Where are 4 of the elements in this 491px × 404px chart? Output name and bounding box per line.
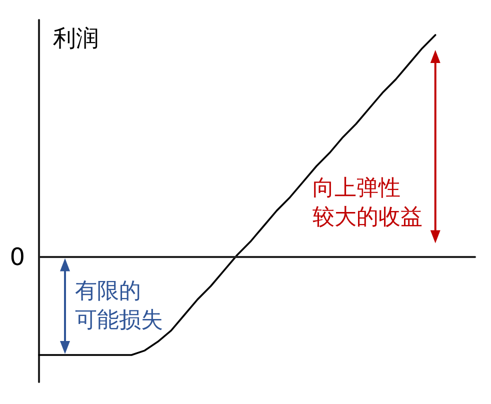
- annotation: 向上弹性较大的收益: [312, 176, 422, 230]
- annotation: 有限的可能损失: [75, 279, 163, 334]
- ref-line-label: 0: [10, 243, 25, 272]
- y-axis-title: 利润: [53, 26, 99, 52]
